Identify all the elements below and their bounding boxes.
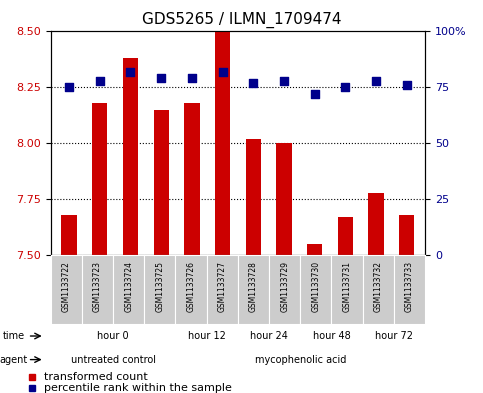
Text: GSM1133722: GSM1133722 <box>62 261 71 312</box>
Bar <box>215 31 230 255</box>
Text: GSM1133728: GSM1133728 <box>249 261 258 312</box>
Bar <box>276 143 292 255</box>
Point <box>157 75 165 82</box>
Text: GSM1133725: GSM1133725 <box>156 261 164 312</box>
Text: hour 0: hour 0 <box>97 331 129 341</box>
Text: GSM1133724: GSM1133724 <box>124 261 133 312</box>
Text: GSM1133731: GSM1133731 <box>342 261 352 312</box>
Text: hour 72: hour 72 <box>375 331 413 341</box>
Text: untreated control: untreated control <box>71 354 156 365</box>
Text: GDS5265 / ILMN_1709474: GDS5265 / ILMN_1709474 <box>142 12 341 28</box>
Bar <box>245 139 261 255</box>
Point <box>188 75 196 82</box>
Text: GSM1133733: GSM1133733 <box>405 261 414 312</box>
Bar <box>154 110 169 255</box>
Text: GSM1133729: GSM1133729 <box>280 261 289 312</box>
Text: transformed count: transformed count <box>44 372 148 382</box>
Text: GSM1133732: GSM1133732 <box>374 261 383 312</box>
Text: hour 48: hour 48 <box>313 331 350 341</box>
Point <box>249 80 257 86</box>
Point <box>96 77 104 84</box>
Bar <box>123 58 138 255</box>
Point <box>341 84 349 90</box>
Text: time: time <box>3 331 25 341</box>
Bar <box>184 103 199 255</box>
Text: mycophenolic acid: mycophenolic acid <box>255 354 346 365</box>
Bar <box>307 244 322 255</box>
Text: agent: agent <box>0 354 28 365</box>
Bar <box>61 215 77 255</box>
Bar <box>338 217 353 255</box>
Bar <box>368 193 384 255</box>
Text: hour 12: hour 12 <box>188 331 226 341</box>
Text: GSM1133726: GSM1133726 <box>186 261 196 312</box>
Point <box>65 84 73 90</box>
Text: percentile rank within the sample: percentile rank within the sample <box>44 383 232 393</box>
Bar <box>92 103 108 255</box>
Text: GSM1133727: GSM1133727 <box>218 261 227 312</box>
Point <box>403 82 411 88</box>
Text: GSM1133730: GSM1133730 <box>312 261 320 312</box>
Point <box>127 69 134 75</box>
Text: GSM1133723: GSM1133723 <box>93 261 102 312</box>
Point <box>280 77 288 84</box>
Bar <box>399 215 414 255</box>
Point <box>219 69 227 75</box>
Text: hour 24: hour 24 <box>250 331 288 341</box>
Point <box>372 77 380 84</box>
Point <box>311 91 318 97</box>
